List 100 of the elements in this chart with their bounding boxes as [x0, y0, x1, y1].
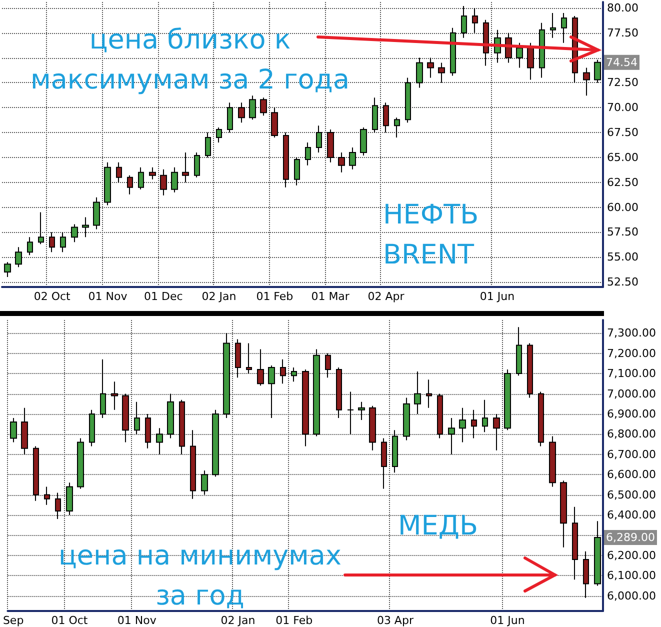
candlestick	[472, 7, 478, 34]
candlestick	[60, 232, 66, 253]
candlestick	[33, 446, 39, 502]
candlestick	[10, 418, 17, 443]
candlestick	[527, 342, 533, 398]
y-tick-label: 7,300.00	[607, 326, 656, 340]
candlestick	[66, 482, 73, 516]
candlestick	[190, 430, 196, 500]
y-tick-label: 6,700.00	[607, 448, 656, 461]
candlestick	[167, 393, 174, 439]
candlestick	[392, 430, 398, 474]
candlestick	[459, 407, 466, 443]
x-tick-label: 03 Apr	[376, 614, 414, 627]
candlestick	[246, 342, 252, 374]
candlestick	[82, 216, 89, 238]
x-tick-label: 01 Dec	[144, 290, 183, 303]
candlestick	[549, 436, 556, 488]
y-tick-label: 52.50	[607, 276, 638, 289]
candlestick	[450, 27, 456, 76]
y-tick-label: 70.00	[607, 101, 638, 114]
candlestick	[27, 236, 33, 256]
candlestick	[134, 401, 140, 435]
text: 74.54	[606, 56, 638, 69]
candlestick	[471, 409, 477, 439]
y-tick-label: 6,800.00	[607, 428, 656, 441]
candlestick	[194, 152, 200, 178]
x-tick-label: 02 Apr	[368, 290, 405, 303]
y-tick-label: 6,100.00	[607, 569, 656, 582]
y-tick-label: 60.00	[607, 200, 638, 214]
candlestick	[271, 107, 278, 138]
candlestick	[594, 59, 601, 84]
candlestick	[538, 391, 544, 447]
y-tick-label: 67.50	[607, 126, 638, 140]
candlestick	[372, 97, 378, 134]
candlestick	[257, 348, 264, 386]
candlestick	[93, 196, 100, 230]
candlestick	[268, 364, 275, 419]
candlestick	[437, 393, 443, 439]
y-tick-label: 77.50	[607, 26, 638, 40]
candlestick	[338, 152, 345, 173]
candlestick	[347, 391, 354, 435]
candlestick	[302, 369, 309, 447]
candlestick	[394, 117, 400, 138]
x-tick-label: 02 Oct	[34, 290, 72, 303]
candlestick	[77, 438, 84, 490]
y-tick-label: 7,200.00	[607, 346, 656, 360]
y-tick-label: 7,000.00	[607, 387, 656, 400]
annotation: НЕФТЬ BRENT	[383, 200, 479, 270]
candlestick	[122, 393, 129, 443]
annotation: цена близко к максимумам за 2 года	[30, 24, 350, 96]
candlestick	[527, 42, 534, 80]
candlestick	[182, 152, 189, 183]
candlestick	[138, 166, 144, 190]
candlestick	[325, 352, 331, 378]
y-tick-label: 65.00	[607, 150, 638, 164]
candlestick	[15, 246, 22, 268]
candlestick	[383, 102, 389, 134]
candlestick	[160, 168, 167, 196]
y-tick-label: 55.00	[607, 250, 638, 264]
candlestick	[493, 413, 500, 451]
candlestick	[358, 401, 365, 421]
candlestick	[403, 397, 410, 441]
candlestick	[360, 127, 367, 156]
candlestick	[313, 348, 320, 437]
candlestick	[249, 95, 256, 120]
y-tick-label: 57.50	[607, 226, 638, 239]
candlestick	[539, 22, 545, 78]
candlestick	[100, 358, 106, 419]
candlestick	[336, 366, 342, 419]
x-tick-label: 01 Feb	[276, 614, 313, 627]
candlestick	[145, 413, 151, 449]
candlestick	[171, 166, 178, 193]
y-tick-label: 6,500.00	[607, 488, 656, 502]
candlestick	[149, 166, 156, 180]
y-tick-label: 6,600.00	[607, 468, 656, 482]
candlestick	[49, 232, 55, 253]
x-tick-label: 01 Mar	[311, 290, 350, 303]
x-tick-label: 02 Jan	[220, 614, 256, 627]
candlestick	[283, 132, 289, 188]
candlestick	[71, 224, 78, 243]
candlestick	[327, 129, 334, 163]
x-tick-label: 01 Nov	[88, 290, 128, 303]
candlestick	[44, 486, 50, 506]
candlestick	[4, 262, 11, 278]
candlestick	[216, 127, 222, 144]
candlestick	[21, 407, 28, 455]
candlestick	[227, 102, 233, 134]
candlestick	[550, 12, 556, 38]
candlestick	[156, 428, 163, 455]
candlestick	[89, 409, 95, 447]
candlestick	[583, 67, 590, 96]
annotation: МЕДЬ	[398, 510, 478, 542]
annotation: цена на минимумах за год	[58, 540, 342, 612]
x-tick-label: 01 Oct	[51, 614, 88, 627]
candlestick	[205, 132, 211, 158]
y-tick-label: 6,900.00	[607, 407, 656, 420]
candlestick	[381, 438, 387, 490]
candlestick	[212, 409, 219, 478]
candlestick	[223, 332, 230, 419]
candlestick	[483, 19, 489, 66]
